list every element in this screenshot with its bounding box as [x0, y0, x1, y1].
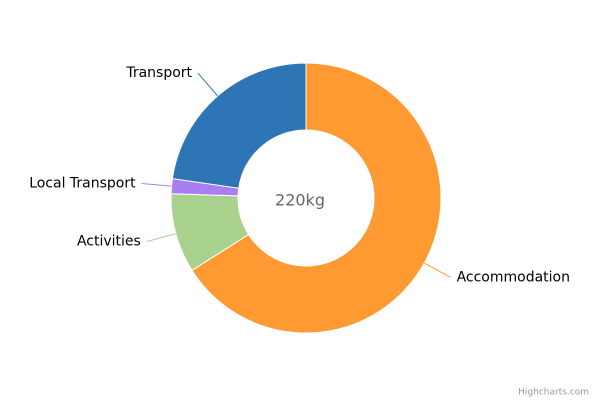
center-label: 220kg — [275, 191, 325, 210]
credits[interactable]: Highcharts.com — [518, 388, 589, 398]
slice-label: Activities — [77, 234, 141, 250]
slice-label: Accommodation — [457, 269, 570, 285]
slice-label: Transport — [125, 65, 192, 81]
connector — [424, 262, 451, 278]
connector — [146, 233, 176, 243]
slice-label: Local Transport — [29, 176, 136, 192]
connector — [197, 72, 219, 97]
connector — [141, 183, 172, 187]
slice — [171, 62, 307, 189]
slice — [191, 62, 442, 334]
